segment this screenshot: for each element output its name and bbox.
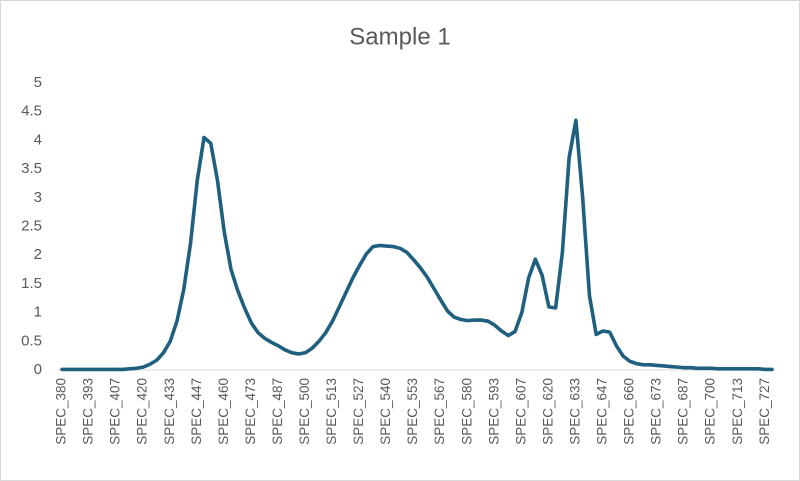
x-tick-label: SPEC_727	[757, 378, 772, 445]
x-tick-label: SPEC_647	[595, 378, 610, 445]
x-tick-label: SPEC_473	[243, 378, 258, 445]
y-tick-label: 2	[34, 246, 42, 263]
x-tick-label: SPEC_447	[189, 378, 204, 445]
y-tick-label: 0.5	[21, 332, 42, 349]
x-tick-label: SPEC_553	[405, 378, 420, 445]
x-tick-label: SPEC_513	[324, 378, 339, 445]
x-tick-label: SPEC_687	[676, 378, 691, 445]
x-tick-label: SPEC_527	[351, 378, 366, 445]
x-tick-label: SPEC_500	[297, 378, 312, 445]
x-tick-label: SPEC_407	[108, 378, 123, 445]
x-tick-label: SPEC_487	[270, 378, 285, 445]
x-tick-label: SPEC_633	[567, 378, 582, 445]
x-tick-label: SPEC_607	[513, 378, 528, 445]
x-tick-label: SPEC_593	[486, 378, 501, 445]
data-line	[60, 118, 774, 372]
y-tick-label: 2.5	[21, 217, 42, 234]
x-tick-label: SPEC_673	[649, 378, 664, 445]
y-tick-label: 3.5	[21, 160, 42, 177]
x-tick-label: SPEC_540	[378, 378, 393, 445]
y-tick-label: 1.5	[21, 275, 42, 292]
y-tick-label: 4	[34, 131, 42, 148]
y-tick-label: 1	[34, 304, 42, 321]
x-tick-label: SPEC_380	[54, 378, 69, 445]
y-tick-label: 3	[34, 189, 42, 206]
x-tick-label: SPEC_660	[622, 378, 637, 445]
x-tick-label: SPEC_420	[135, 378, 150, 445]
chart-title: Sample 1	[349, 23, 450, 50]
x-tick-label: SPEC_433	[162, 378, 177, 445]
y-tick-label: 4.5	[21, 103, 42, 120]
x-tick-label: SPEC_620	[540, 378, 555, 445]
y-tick-label: 0	[34, 361, 42, 378]
x-tick-label: SPEC_580	[459, 378, 474, 445]
x-tick-label: SPEC_713	[730, 378, 745, 445]
y-tick-label: 5	[34, 74, 42, 91]
x-tick-label: SPEC_460	[216, 378, 231, 445]
x-tick-label: SPEC_700	[703, 378, 718, 445]
x-tick-label: SPEC_567	[432, 378, 447, 445]
x-tick-label: SPEC_393	[81, 378, 96, 445]
